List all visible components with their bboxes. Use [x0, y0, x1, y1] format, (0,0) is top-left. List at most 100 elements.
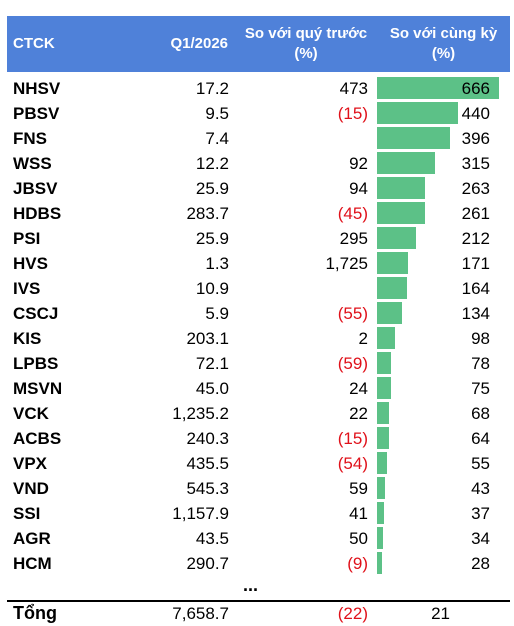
cell-q1: 1,235.2 — [172, 404, 229, 423]
cell-q1: 7.4 — [205, 129, 229, 148]
cell-prev-quarter: (9) — [347, 554, 368, 573]
cell-yoy: 666 — [461, 79, 490, 98]
cell-q1: 283.7 — [186, 204, 229, 223]
cell-ctck: HVS — [13, 254, 48, 273]
cell-yoy: 75 — [471, 379, 490, 398]
cell-ctck: VCK — [13, 404, 49, 423]
cell-yoy: 164 — [461, 279, 490, 298]
cell-prev-quarter: 59 — [349, 479, 368, 498]
cell-prev-quarter: 295 — [339, 229, 368, 248]
cell-ctck: JBSV — [13, 179, 58, 198]
table-row: ACBS 240.3 (15) 64 — [7, 426, 510, 451]
cell-yoy: 43 — [471, 479, 490, 498]
cell-q1: 290.7 — [186, 554, 229, 573]
yoy-bar — [377, 477, 385, 499]
yoy-bar — [377, 527, 383, 549]
cell-q1: 203.1 — [186, 329, 229, 348]
yoy-bar — [377, 502, 384, 524]
table-row: HCM 290.7 (9) 28 — [7, 551, 510, 576]
total-yoy: 21 — [431, 604, 450, 623]
yoy-bar — [377, 552, 382, 574]
yoy-bar — [377, 252, 408, 274]
yoy-bar — [377, 102, 458, 124]
table-row: JBSV 25.9 94 263 — [7, 176, 510, 201]
yoy-bar — [377, 327, 395, 349]
cell-q1: 25.9 — [195, 179, 229, 198]
cell-ctck: AGR — [13, 529, 51, 548]
more-rows-ellipsis: ... — [243, 575, 259, 595]
cell-q1: 43.5 — [195, 529, 229, 548]
cell-yoy: 55 — [471, 454, 490, 473]
cell-q1: 240.3 — [186, 429, 229, 448]
cell-prev-quarter: 50 — [349, 529, 368, 548]
cell-q1: 10.9 — [195, 279, 229, 298]
cell-yoy: 212 — [461, 229, 490, 248]
yoy-bar — [377, 427, 389, 449]
header-ctck: CTCK — [13, 35, 55, 52]
cell-ctck: NHSV — [13, 79, 61, 98]
cell-prev-quarter: (59) — [337, 354, 368, 373]
cell-ctck: KIS — [13, 329, 42, 348]
cell-ctck: LPBS — [13, 354, 59, 373]
yoy-bar — [377, 227, 416, 249]
total-label: Tổng — [13, 603, 57, 623]
cell-q1: 545.3 — [186, 479, 229, 498]
cell-ctck: PBSV — [13, 104, 60, 123]
table-row: WSS 12.2 92 315 — [7, 151, 510, 176]
cell-yoy: 28 — [471, 554, 490, 573]
table-row: MSVN 45.0 24 75 — [7, 376, 510, 401]
cell-yoy: 64 — [471, 429, 490, 448]
cell-prev-quarter: (45) — [337, 204, 368, 223]
cell-ctck: HDBS — [13, 204, 62, 223]
yoy-bar — [377, 152, 435, 174]
cell-yoy: 171 — [461, 254, 490, 273]
cell-prev-quarter: 92 — [349, 154, 368, 173]
cell-yoy: 68 — [471, 404, 490, 423]
yoy-bar — [377, 177, 425, 199]
cell-ctck: WSS — [13, 154, 52, 173]
yoy-bar — [377, 352, 391, 374]
yoy-bar — [377, 202, 425, 224]
cell-prev-quarter: 2 — [358, 329, 368, 348]
header-q1: Q1/2026 — [170, 35, 228, 52]
table-row: IVS 10.9 164 — [7, 276, 510, 301]
cell-ctck: MSVN — [13, 379, 63, 398]
table-row: SSI 1,157.9 41 37 — [7, 501, 510, 526]
table-row: KIS 203.1 2 98 — [7, 326, 510, 351]
cell-prev-quarter: 41 — [349, 504, 368, 523]
cell-prev-quarter: 94 — [349, 179, 368, 198]
header-prev-quarter: So với quý trước (%) — [244, 25, 368, 62]
cell-ctck: SSI — [13, 504, 41, 523]
cell-prev-quarter: 1,725 — [325, 254, 368, 273]
cell-q1: 17.2 — [195, 79, 229, 98]
header-yoy: So với cùng kỳ (%) — [389, 25, 498, 62]
table-row: NHSV 17.2 473 666 — [7, 76, 510, 101]
cell-yoy: 134 — [461, 304, 490, 323]
cell-yoy: 98 — [471, 329, 490, 348]
total-prev: (22) — [337, 604, 368, 623]
yoy-bar — [377, 277, 407, 299]
total-divider — [7, 600, 510, 602]
cell-yoy: 315 — [461, 154, 490, 173]
cell-q1: 72.1 — [195, 354, 229, 373]
cell-yoy: 440 — [461, 104, 490, 123]
yoy-bar — [377, 402, 389, 424]
cell-prev-quarter: 24 — [349, 379, 368, 398]
cell-yoy: 396 — [461, 129, 490, 148]
cell-prev-quarter: (15) — [337, 104, 368, 123]
cell-ctck: VPX — [13, 454, 48, 473]
cell-yoy: 37 — [471, 504, 490, 523]
table-row: HDBS 283.7 (45) 261 — [7, 201, 510, 226]
cell-prev-quarter: 22 — [349, 404, 368, 423]
table-row: LPBS 72.1 (59) 78 — [7, 351, 510, 376]
cell-q1: 12.2 — [195, 154, 229, 173]
cell-yoy: 263 — [461, 179, 490, 198]
cell-yoy: 78 — [471, 354, 490, 373]
table-row: FNS 7.4 396 — [7, 126, 510, 151]
total-row: Tổng 7,658.7 (22) 21 — [7, 603, 510, 625]
cell-ctck: ACBS — [13, 429, 62, 448]
yoy-bar — [377, 452, 387, 474]
yoy-bar — [377, 77, 499, 99]
cell-ctck: FNS — [13, 129, 47, 148]
cell-prev-quarter: (15) — [337, 429, 368, 448]
